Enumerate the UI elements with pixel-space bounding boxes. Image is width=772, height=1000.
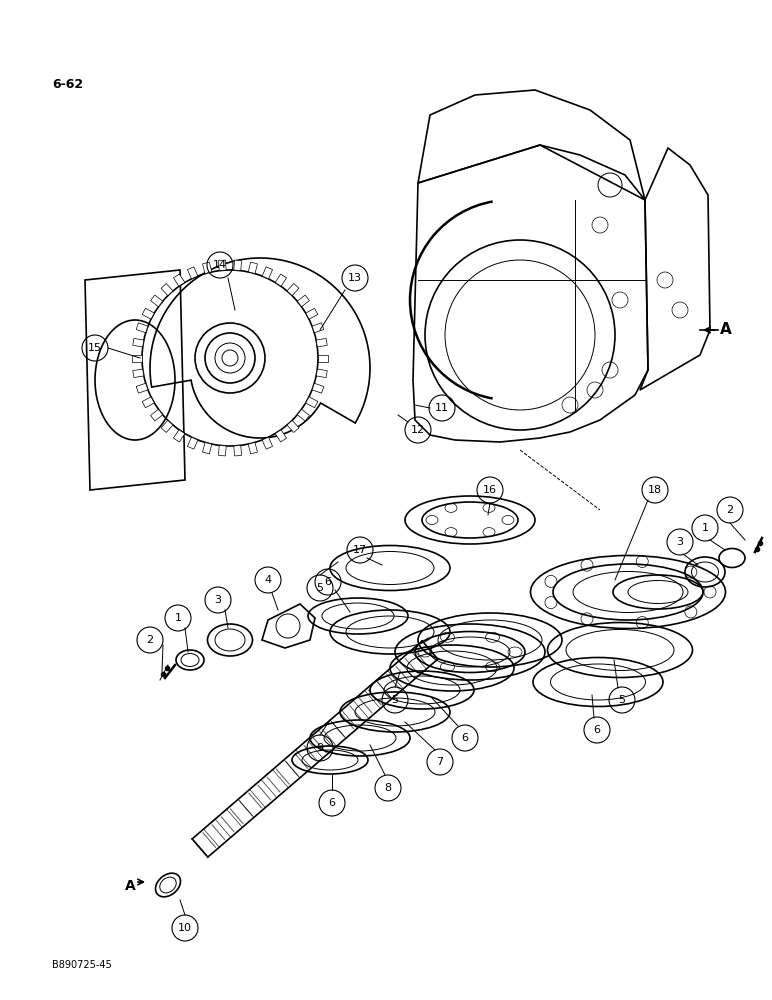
Polygon shape	[202, 442, 212, 454]
Text: 3: 3	[215, 595, 222, 605]
Polygon shape	[249, 442, 257, 454]
Polygon shape	[287, 420, 299, 432]
Text: 12: 12	[411, 425, 425, 435]
Polygon shape	[151, 409, 163, 421]
Text: 14: 14	[213, 260, 227, 270]
Polygon shape	[136, 383, 148, 393]
Polygon shape	[133, 338, 144, 347]
Polygon shape	[174, 274, 185, 286]
Polygon shape	[262, 437, 273, 449]
Polygon shape	[188, 437, 198, 449]
Polygon shape	[188, 267, 198, 279]
Polygon shape	[312, 383, 323, 393]
Polygon shape	[161, 420, 173, 432]
Polygon shape	[202, 262, 212, 274]
Text: 13: 13	[348, 273, 362, 283]
Text: 3: 3	[676, 537, 683, 547]
Polygon shape	[275, 274, 286, 286]
Polygon shape	[234, 445, 242, 456]
Text: 6: 6	[329, 798, 336, 808]
Polygon shape	[142, 397, 154, 408]
Polygon shape	[161, 284, 173, 296]
Polygon shape	[306, 397, 318, 408]
Text: 1: 1	[174, 613, 181, 623]
Text: 11: 11	[435, 403, 449, 413]
Polygon shape	[218, 260, 226, 271]
Polygon shape	[133, 369, 144, 378]
Text: 5: 5	[618, 695, 625, 705]
Text: 6-62: 6-62	[52, 78, 83, 91]
Text: 2: 2	[147, 635, 154, 645]
Polygon shape	[249, 262, 257, 274]
Polygon shape	[262, 267, 273, 279]
Text: 6: 6	[324, 577, 331, 587]
Text: 1: 1	[702, 523, 709, 533]
Polygon shape	[132, 355, 142, 361]
Polygon shape	[287, 284, 299, 296]
Text: 4: 4	[265, 575, 272, 585]
Text: 7: 7	[436, 757, 444, 767]
Text: 18: 18	[648, 485, 662, 495]
Polygon shape	[306, 308, 318, 319]
Polygon shape	[297, 409, 310, 421]
Polygon shape	[151, 295, 163, 307]
Polygon shape	[136, 323, 148, 333]
Polygon shape	[317, 369, 327, 378]
Polygon shape	[218, 445, 226, 456]
Text: 6: 6	[594, 725, 601, 735]
Polygon shape	[312, 323, 323, 333]
Text: A: A	[720, 322, 732, 338]
Polygon shape	[318, 355, 328, 361]
Text: 2: 2	[726, 505, 733, 515]
Text: 8: 8	[384, 783, 391, 793]
Text: 9: 9	[317, 743, 323, 753]
Text: 6: 6	[462, 733, 469, 743]
Text: 17: 17	[353, 545, 367, 555]
Polygon shape	[234, 260, 242, 271]
Text: A: A	[125, 879, 136, 893]
Polygon shape	[142, 308, 154, 319]
Text: 5: 5	[317, 583, 323, 593]
Polygon shape	[275, 430, 286, 442]
Text: B890725-45: B890725-45	[52, 960, 112, 970]
Polygon shape	[297, 295, 310, 307]
Text: 5: 5	[391, 695, 398, 705]
Polygon shape	[174, 430, 185, 442]
Text: 15: 15	[88, 343, 102, 353]
Polygon shape	[317, 338, 327, 347]
Text: 10: 10	[178, 923, 192, 933]
Text: 16: 16	[483, 485, 497, 495]
